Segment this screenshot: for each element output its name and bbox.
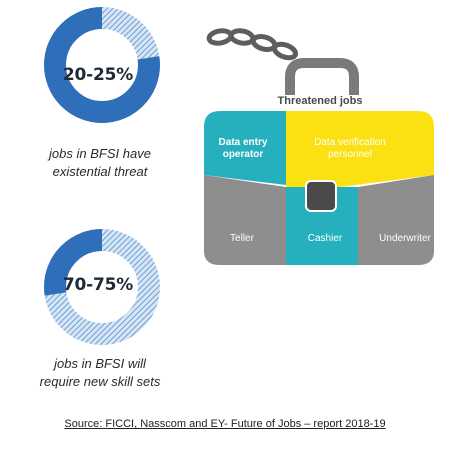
label-line: Data verification <box>314 137 386 148</box>
briefcase-graphic <box>204 28 434 265</box>
stat-value: 20-25% <box>62 65 134 85</box>
cell-data-verification <box>286 111 434 187</box>
donut-chart-existential-threat <box>44 7 160 123</box>
caption-line: jobs in BFSI will <box>54 356 146 371</box>
label-data-entry: Data entry operator <box>208 137 278 161</box>
stat-new-skills: 70-75% jobs in BFSI will require new ski… <box>0 215 200 395</box>
stat-existential-threat: 20-25% jobs in BFSI have existential thr… <box>0 0 200 180</box>
cell-cashier <box>286 187 358 265</box>
label-cashier: Cashier <box>307 233 343 244</box>
label-underwriter: Underwriter <box>379 233 431 244</box>
caption-line: require new skill sets <box>39 374 161 389</box>
label-line: Data entry <box>218 137 268 148</box>
stat-caption: jobs in BFSI will require new skill sets <box>0 355 200 391</box>
cell-underwriter <box>358 175 434 265</box>
label-teller: Teller <box>230 233 254 244</box>
cell-teller <box>204 175 286 265</box>
cell-data-entry <box>204 111 286 185</box>
stat-caption: jobs in BFSI have existential threat <box>0 145 200 181</box>
clasp-lock-icon <box>305 180 337 212</box>
label-data-verification: Data verification personnel <box>295 137 405 161</box>
briefcase-title: Threatened jobs <box>277 95 363 107</box>
label-line: operator <box>222 149 264 160</box>
caption-line: existential threat <box>52 164 148 179</box>
chain-icon <box>206 28 299 61</box>
label-line: personnel <box>328 149 372 160</box>
stat-value: 70-75% <box>62 275 134 295</box>
donut-arc <box>44 7 160 123</box>
donut-arc <box>44 229 160 345</box>
threatened-jobs-briefcase: Threatened jobs Data entry operator Data… <box>190 15 450 280</box>
donut-chart-new-skills <box>44 229 160 345</box>
briefcase-handle <box>285 58 359 95</box>
source-citation: Source: FICCI, Nasscom and EY- Future of… <box>64 418 386 430</box>
caption-line: jobs in BFSI have <box>49 146 151 161</box>
